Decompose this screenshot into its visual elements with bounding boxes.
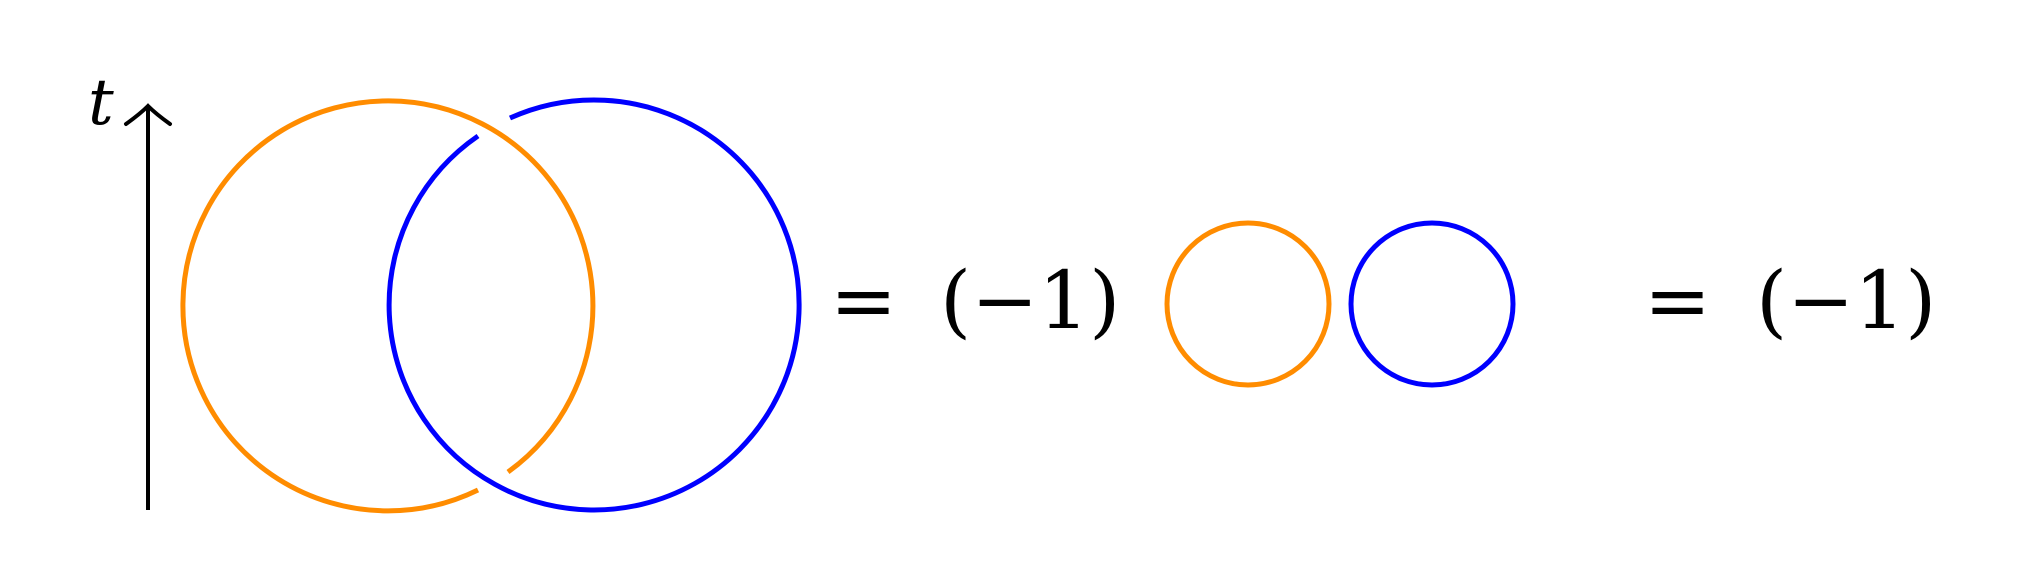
blue-loop bbox=[386, 97, 802, 513]
orange-small-loop bbox=[1164, 220, 1332, 388]
orange-loop bbox=[180, 98, 596, 514]
coefficient-second: (−1) bbox=[1756, 254, 1936, 347]
equals-sign-second: = bbox=[1644, 254, 1711, 347]
linked-loops bbox=[180, 97, 802, 514]
time-axis-arrowhead-icon bbox=[124, 103, 172, 126]
time-axis-label: t bbox=[88, 66, 114, 140]
equation-second: = (−1) bbox=[1644, 254, 1936, 347]
blue-small-loop bbox=[1348, 220, 1516, 388]
unlinked-loops bbox=[1164, 220, 1516, 388]
time-axis: t bbox=[88, 66, 172, 510]
coefficient-first: (−1) bbox=[940, 254, 1120, 347]
equals-sign-first: = bbox=[830, 254, 897, 347]
equation-first: = (−1) bbox=[830, 254, 1120, 347]
